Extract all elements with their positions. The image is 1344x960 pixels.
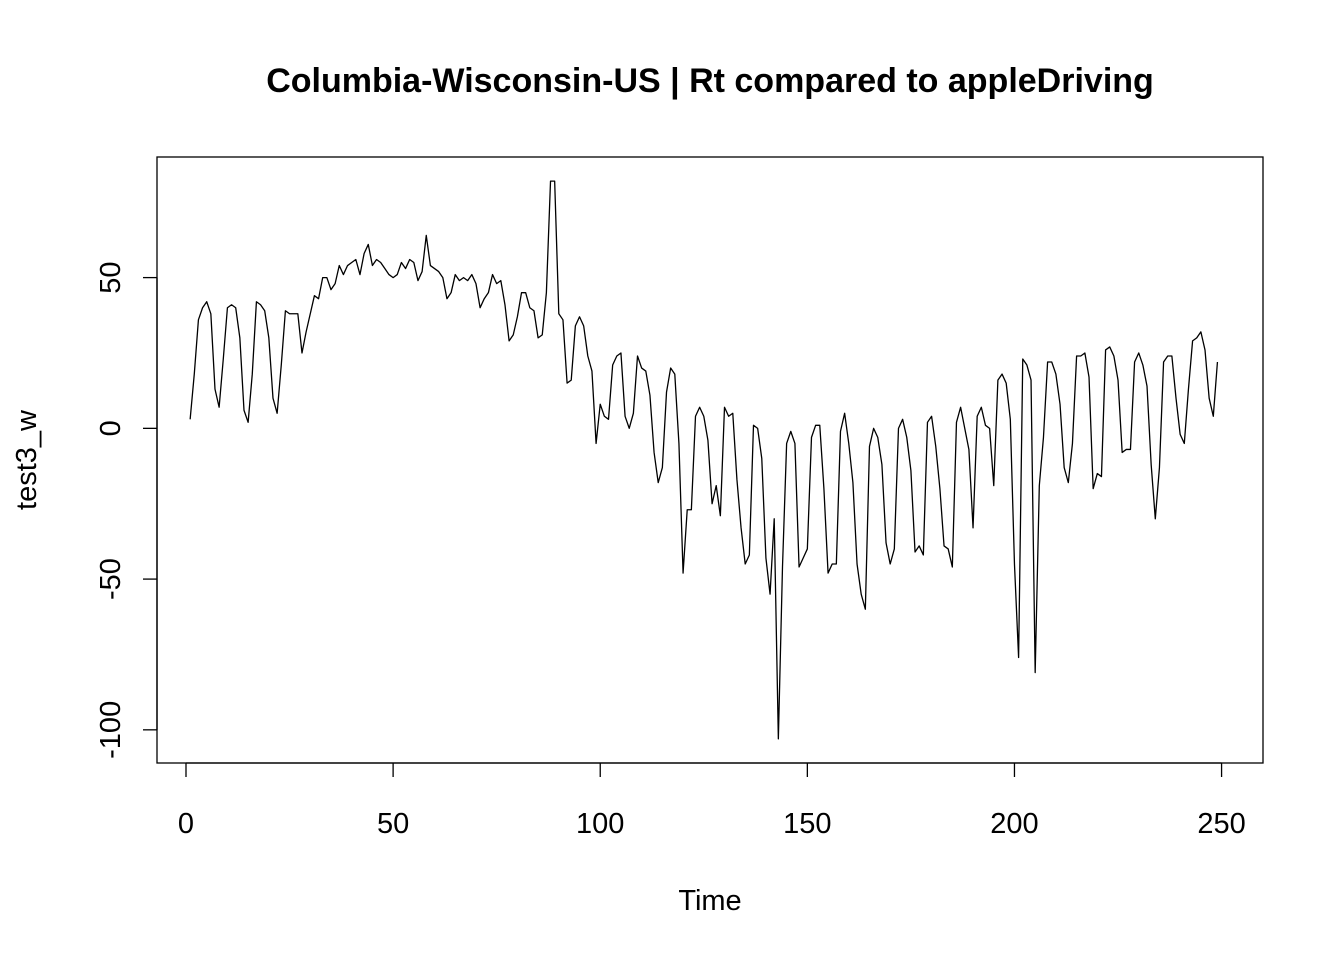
- y-tick-label: -100: [95, 701, 127, 759]
- x-tick-label: 200: [990, 808, 1038, 840]
- plot-frame: [156, 156, 1264, 764]
- series-line: [189, 180, 1219, 740]
- chart-title: Columbia-Wisconsin-US | Rt compared to a…: [266, 62, 1154, 100]
- x-tick-label: 50: [377, 808, 409, 840]
- x-tick-label: 150: [783, 808, 831, 840]
- x-tick-label: 250: [1197, 808, 1245, 840]
- x-tick-label: 0: [178, 808, 194, 840]
- y-axis: -100 -50 0 50: [95, 261, 158, 759]
- y-tick-label: -50: [95, 558, 127, 600]
- x-axis-label: Time: [678, 885, 741, 917]
- y-tick-label: 50: [95, 261, 127, 293]
- y-tick-label: 0: [95, 420, 127, 436]
- y-axis-label: test3_w: [11, 409, 43, 510]
- x-axis: 0 50 100 150 200 250: [178, 762, 1246, 840]
- x-tick-label: 100: [576, 808, 624, 840]
